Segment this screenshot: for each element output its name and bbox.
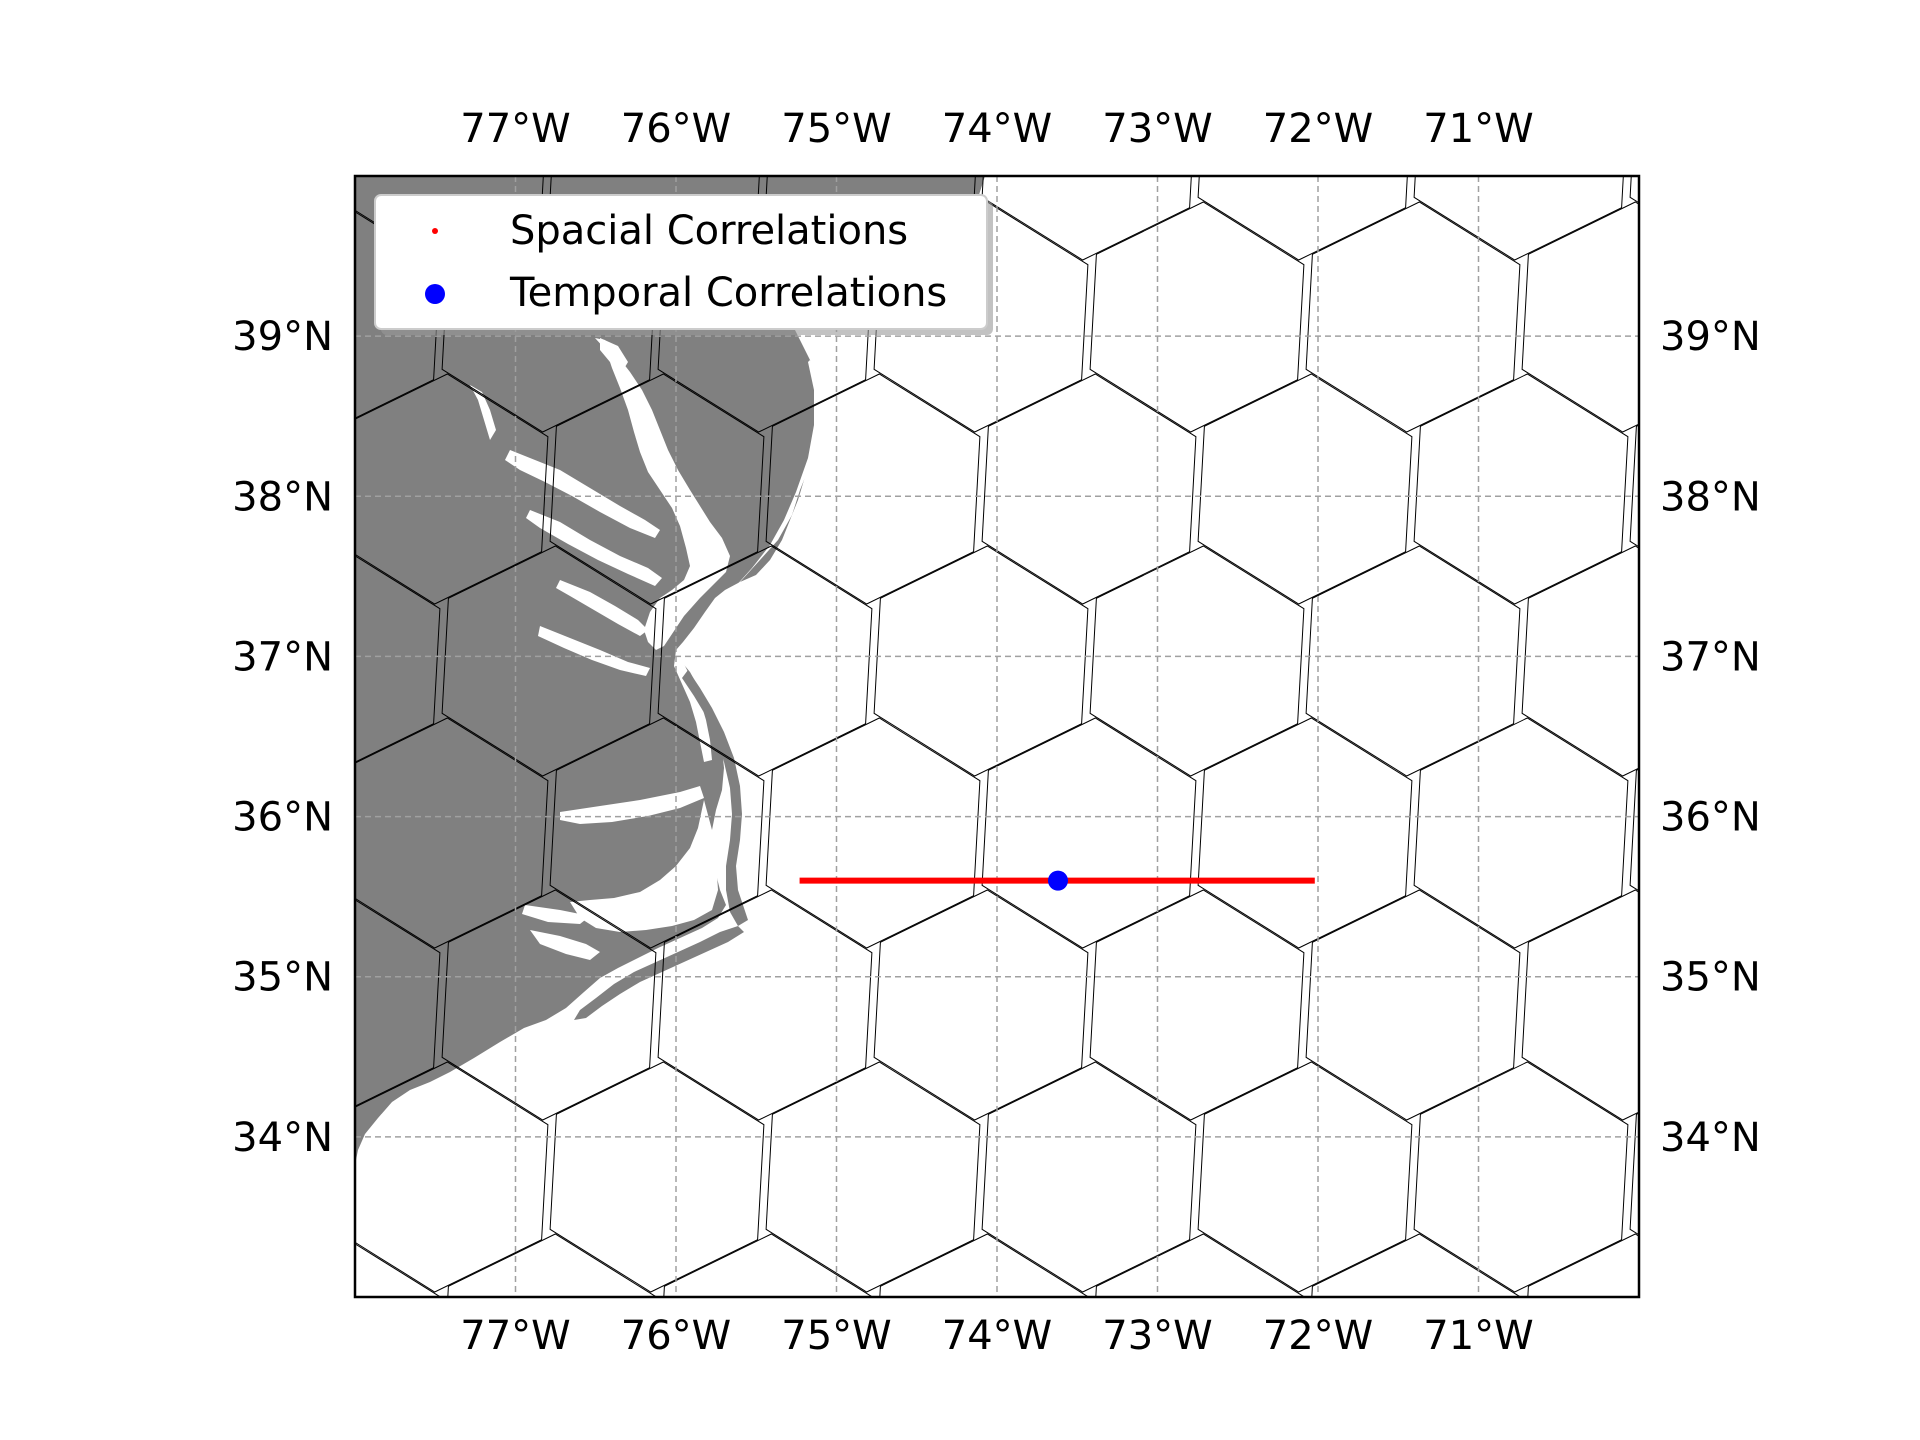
lon-tick-label-top: 75°W [781,106,891,152]
hex-cell [442,0,656,88]
lat-tick-label-right: 35°N [1660,955,1761,1001]
hex-cell [1090,0,1304,88]
hex-cell [10,0,224,88]
lon-tick-label-bottom: 77°W [460,1313,570,1359]
lat-tick-label-left: 35°N [232,955,333,1001]
hex-cell [1846,374,1920,604]
hex-cell [1846,1062,1920,1292]
hex-cell [0,1062,116,1292]
lon-tick-label-top: 72°W [1263,106,1373,152]
legend: Spacial Correlations Temporal Correlatio… [375,195,993,335]
lon-tick-label-bottom: 75°W [781,1313,891,1359]
legend-marker-spacial [432,228,438,234]
lat-tick-label-right: 38°N [1660,474,1761,520]
hex-cell [0,374,116,604]
lat-tick-label-left: 37°N [232,634,333,680]
hex-cell [0,30,116,260]
hex-cell [1738,202,1920,432]
hex-cell [658,0,872,88]
hex-cell [0,718,116,948]
hex-cell [1738,0,1920,88]
lon-tick-label-bottom: 76°W [621,1313,731,1359]
lat-tick-label-left: 39°N [232,314,333,360]
hex-cell [1522,0,1736,88]
hex-cell [118,1062,332,1292]
lat-tick-label-left: 36°N [232,795,333,841]
hex-cell [10,1234,224,1440]
lon-tick-label-top: 71°W [1423,106,1533,152]
lon-tick-label-bottom: 74°W [942,1313,1052,1359]
lat-tick-label-left: 38°N [232,474,333,520]
lon-tick-label-bottom: 71°W [1423,1313,1533,1359]
hex-cell [10,202,224,432]
lon-tick-label-top: 74°W [942,106,1052,152]
lon-tick-label-bottom: 72°W [1263,1313,1373,1359]
lat-tick-label-right: 34°N [1660,1115,1761,1161]
hex-cell [1306,0,1520,88]
lat-tick-label-right: 37°N [1660,634,1761,680]
hex-cell [1738,546,1920,776]
lat-tick-label-left: 34°N [232,1115,333,1161]
hex-cell [226,0,440,88]
legend-label-spacial: Spacial Correlations [510,208,908,254]
lon-tick-label-top: 76°W [621,106,731,152]
hex-cell [874,0,1088,88]
legend-marker-temporal [425,284,445,304]
hex-cell [1738,1234,1920,1440]
hex-cell [1846,718,1920,948]
lat-tick-label-right: 36°N [1660,795,1761,841]
lon-tick-label-bottom: 73°W [1102,1313,1212,1359]
hex-cell [1846,30,1920,260]
lon-tick-label-top: 77°W [460,106,570,152]
lon-tick-label-top: 73°W [1102,106,1212,152]
legend-label-temporal: Temporal Correlations [509,270,947,316]
hex-cell [10,890,224,1120]
hex-cell [1630,30,1844,260]
temporal-correlation-point [1048,871,1068,891]
hex-cell [118,30,332,260]
hex-cell [1738,890,1920,1120]
hex-cell [10,546,224,776]
lat-tick-label-right: 39°N [1660,314,1761,360]
hex-cell [1630,1062,1844,1292]
